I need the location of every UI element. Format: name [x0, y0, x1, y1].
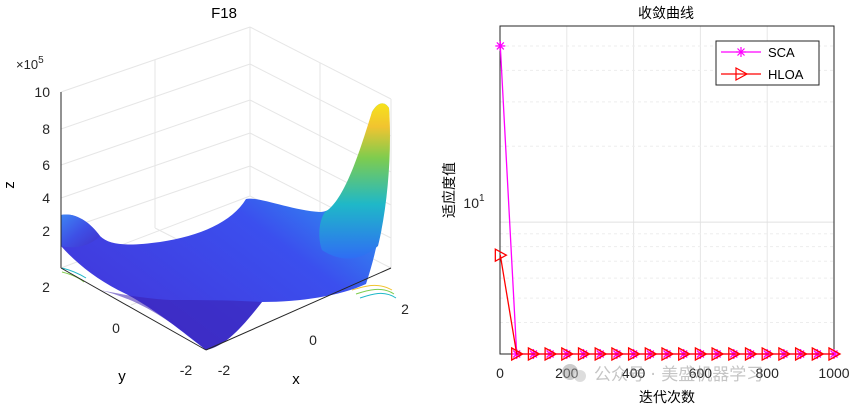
y-ticks: 2 0 -2: [42, 279, 192, 378]
data-point-hloa: [761, 346, 775, 362]
y-tick-label: 101: [463, 193, 485, 211]
data-point-sca: [495, 40, 506, 51]
surface-title: F18: [211, 5, 237, 22]
data-point-hloa: [744, 346, 758, 362]
legend-box: [715, 40, 820, 86]
surface-left-lobe: [61, 214, 100, 248]
surface-contours: [61, 267, 397, 299]
data-point-hloa: [594, 346, 608, 362]
data-point-hloa: [694, 346, 708, 362]
z-tick-label: 8: [42, 121, 50, 137]
y-tick-label: 2: [42, 279, 50, 295]
data-point-hloa: [778, 346, 792, 362]
x-tick-label: 1000: [818, 365, 849, 381]
x-tick-label: 600: [689, 365, 713, 381]
convergence-y-label: 适应度值: [441, 162, 458, 218]
data-point-hloa: [561, 346, 575, 362]
x-tick-label: 800: [756, 365, 780, 381]
convergence-x-label: 迭代次数: [639, 390, 695, 406]
data-point-hloa: [678, 346, 692, 362]
convergence-x-ticks: 02004006008001000: [496, 350, 850, 381]
z-axis-label: z: [1, 181, 18, 189]
z-tick-label: 4: [42, 190, 50, 206]
data-point-hloa: [644, 346, 658, 362]
data-point-hloa: [627, 346, 641, 362]
convergence-plot: 收敛曲线 02004006008001000 101 迭代次数 适应度值 SCA…: [441, 6, 850, 406]
data-point-hloa: [494, 248, 508, 263]
x-tick-label: 0: [309, 332, 317, 348]
legend-label-hloa: HLOA: [768, 67, 804, 82]
watermark: 公众号 · 美盛机器学习: [562, 364, 763, 385]
x-axis-label: x: [292, 371, 300, 388]
y-axis-line: [60, 267, 207, 351]
surface-axes: [60, 92, 392, 351]
data-point-hloa: [728, 346, 742, 362]
x-tick-label: 2: [401, 301, 409, 317]
legend: SCA HLOA: [715, 40, 820, 86]
watermark-text: 公众号 · 美盛机器学习: [594, 365, 763, 385]
data-point-hloa: [577, 346, 591, 362]
legend-marker-hloa: [735, 66, 749, 82]
surface-mesh: [61, 103, 390, 350]
data-point-hloa: [811, 346, 825, 362]
surface-spike: [319, 103, 390, 259]
data-point-hloa: [544, 346, 558, 362]
z-tick-label: 10: [34, 84, 50, 100]
data-point-hloa: [527, 346, 541, 362]
z-ticks: 2 4 6 8 10: [34, 84, 50, 239]
z-exponent: ×105: [16, 55, 44, 72]
y-tick-label: 0: [112, 320, 120, 336]
surface-plot: F18: [1, 5, 409, 388]
convergence-series: [494, 40, 842, 362]
x-ticks: -2 0 2: [218, 301, 409, 378]
watermark-logo-icon: [574, 370, 586, 382]
data-point-hloa: [828, 346, 842, 362]
data-point-hloa: [511, 346, 525, 362]
x-tick-label: 400: [622, 365, 646, 381]
legend-marker-sca: [736, 47, 746, 57]
z-tick-label: 6: [42, 157, 50, 173]
legend-label-sca: SCA: [768, 45, 795, 60]
z-tick-label: 2: [42, 223, 50, 239]
data-point-hloa: [711, 346, 725, 362]
surface-main: [61, 103, 390, 350]
x-axis-line: [205, 267, 392, 351]
y-tick-label: -2: [180, 362, 193, 378]
surface-shadow: [100, 290, 262, 350]
data-point-hloa: [611, 346, 625, 362]
x-tick-label: 0: [496, 365, 504, 381]
data-point-hloa: [794, 346, 808, 362]
y-axis-label: y: [118, 368, 126, 385]
data-point-hloa: [661, 346, 675, 362]
x-tick-label: -2: [218, 362, 231, 378]
convergence-title: 收敛曲线: [638, 6, 694, 22]
